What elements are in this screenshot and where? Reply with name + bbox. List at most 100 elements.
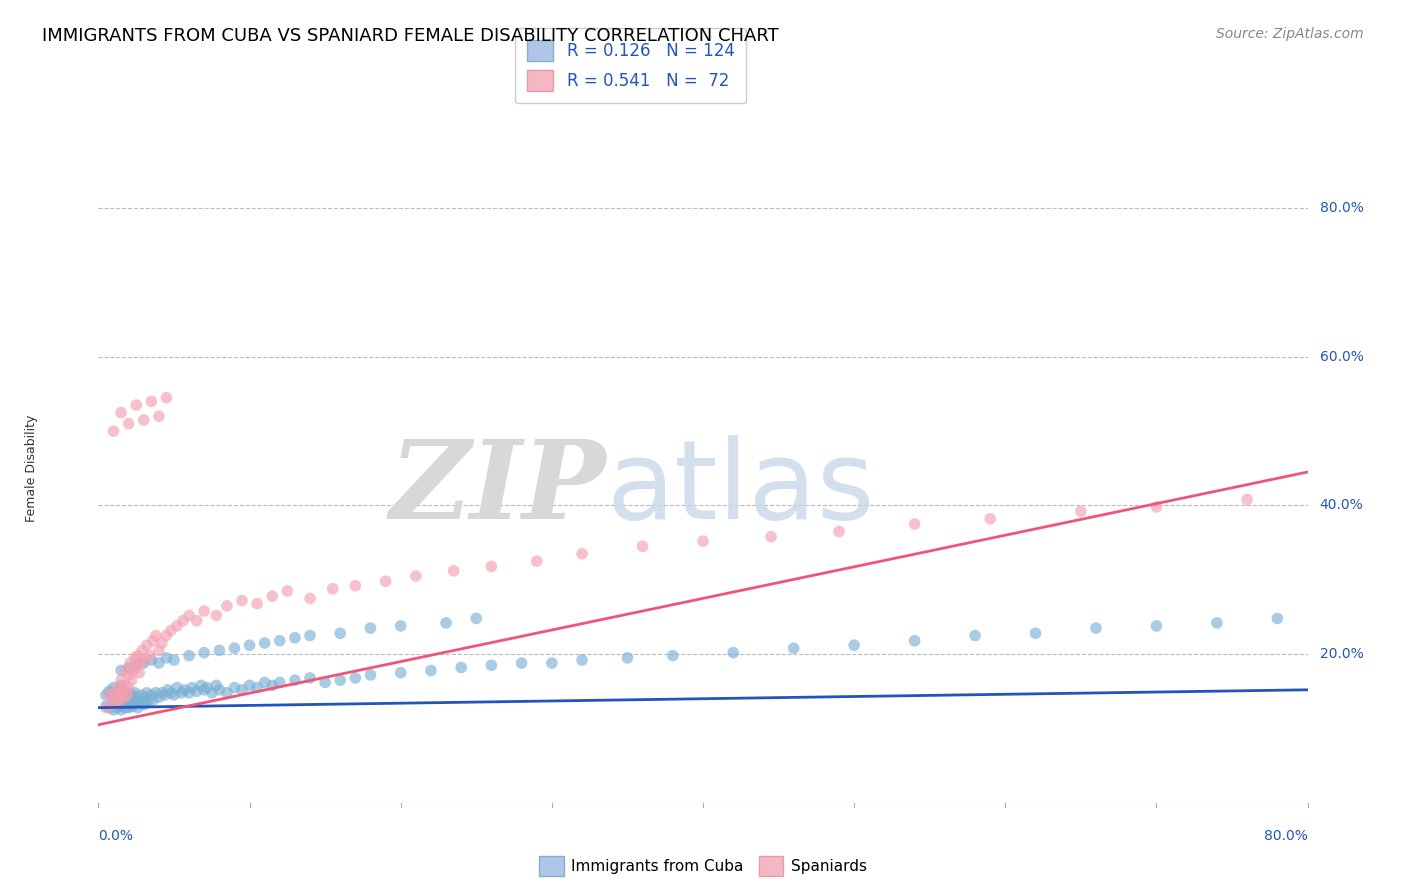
Point <box>269 633 291 648</box>
Point <box>481 559 503 574</box>
Point <box>110 405 132 420</box>
Point <box>124 695 146 709</box>
Point <box>118 686 141 700</box>
Point <box>205 608 228 623</box>
Point <box>177 608 201 623</box>
Point <box>443 564 465 578</box>
Point <box>692 534 714 549</box>
Point <box>110 678 132 692</box>
Point <box>111 682 134 697</box>
Point <box>1206 615 1229 630</box>
Point <box>510 656 533 670</box>
Point <box>344 671 367 685</box>
Point <box>141 653 163 667</box>
Point <box>125 398 148 412</box>
Point <box>118 660 141 674</box>
Point <box>246 681 269 695</box>
Point <box>141 394 163 409</box>
Point <box>114 664 136 678</box>
Point <box>844 638 866 652</box>
Point <box>122 690 145 705</box>
Point <box>224 681 246 695</box>
Point <box>103 703 125 717</box>
Point <box>246 597 269 611</box>
Point <box>124 686 146 700</box>
Point <box>128 665 150 680</box>
Point <box>148 656 170 670</box>
Point <box>103 686 125 700</box>
Point <box>1144 619 1167 633</box>
Point <box>150 636 173 650</box>
Point <box>155 391 177 405</box>
Point <box>107 696 129 710</box>
Point <box>114 700 136 714</box>
Point <box>389 665 412 680</box>
Point <box>145 686 167 700</box>
Point <box>389 619 412 633</box>
Point <box>177 648 201 663</box>
Point <box>166 681 188 695</box>
Point <box>121 673 143 687</box>
Point <box>94 688 117 702</box>
Point <box>166 619 188 633</box>
Point <box>115 688 138 702</box>
Point <box>110 664 132 678</box>
Point <box>828 524 851 539</box>
Point <box>262 589 284 603</box>
Point <box>132 656 155 670</box>
Point <box>481 658 503 673</box>
Point <box>253 636 276 650</box>
Point <box>571 653 593 667</box>
Point <box>115 688 138 702</box>
Point <box>314 675 336 690</box>
Point <box>1085 621 1108 635</box>
Point <box>153 688 176 702</box>
Point <box>132 413 155 427</box>
Point <box>105 690 128 705</box>
Point <box>173 682 195 697</box>
Point <box>112 696 135 710</box>
Point <box>134 696 156 710</box>
Point <box>721 646 744 660</box>
Point <box>1236 492 1258 507</box>
Point <box>118 700 141 714</box>
Point <box>215 599 238 613</box>
Point <box>112 690 135 705</box>
Point <box>155 628 177 642</box>
Point <box>190 678 212 692</box>
Point <box>111 699 134 714</box>
Point <box>759 530 782 544</box>
Point <box>103 688 125 702</box>
Point <box>172 614 194 628</box>
Point <box>98 688 121 702</box>
Point <box>101 698 124 712</box>
Point <box>94 699 117 714</box>
Point <box>360 668 382 682</box>
Point <box>344 579 367 593</box>
Text: ZIP: ZIP <box>389 434 606 542</box>
Point <box>127 700 149 714</box>
Point <box>904 517 927 532</box>
Point <box>284 631 307 645</box>
Point <box>150 686 173 700</box>
Point <box>105 690 128 705</box>
Point <box>112 686 135 700</box>
Point <box>114 691 136 706</box>
Point <box>526 554 548 568</box>
Point <box>540 656 562 670</box>
Point <box>160 624 183 638</box>
Point <box>120 698 142 712</box>
Point <box>127 648 149 663</box>
Point <box>125 658 148 673</box>
Point <box>329 673 352 687</box>
Point <box>979 512 1001 526</box>
Point <box>122 664 145 678</box>
Point <box>156 682 179 697</box>
Point <box>1070 504 1092 518</box>
Point <box>148 643 170 657</box>
Point <box>124 651 146 665</box>
Point <box>195 681 218 695</box>
Legend: Immigrants from Cuba, Spaniards: Immigrants from Cuba, Spaniards <box>533 850 873 882</box>
Point <box>118 668 141 682</box>
Point <box>142 633 165 648</box>
